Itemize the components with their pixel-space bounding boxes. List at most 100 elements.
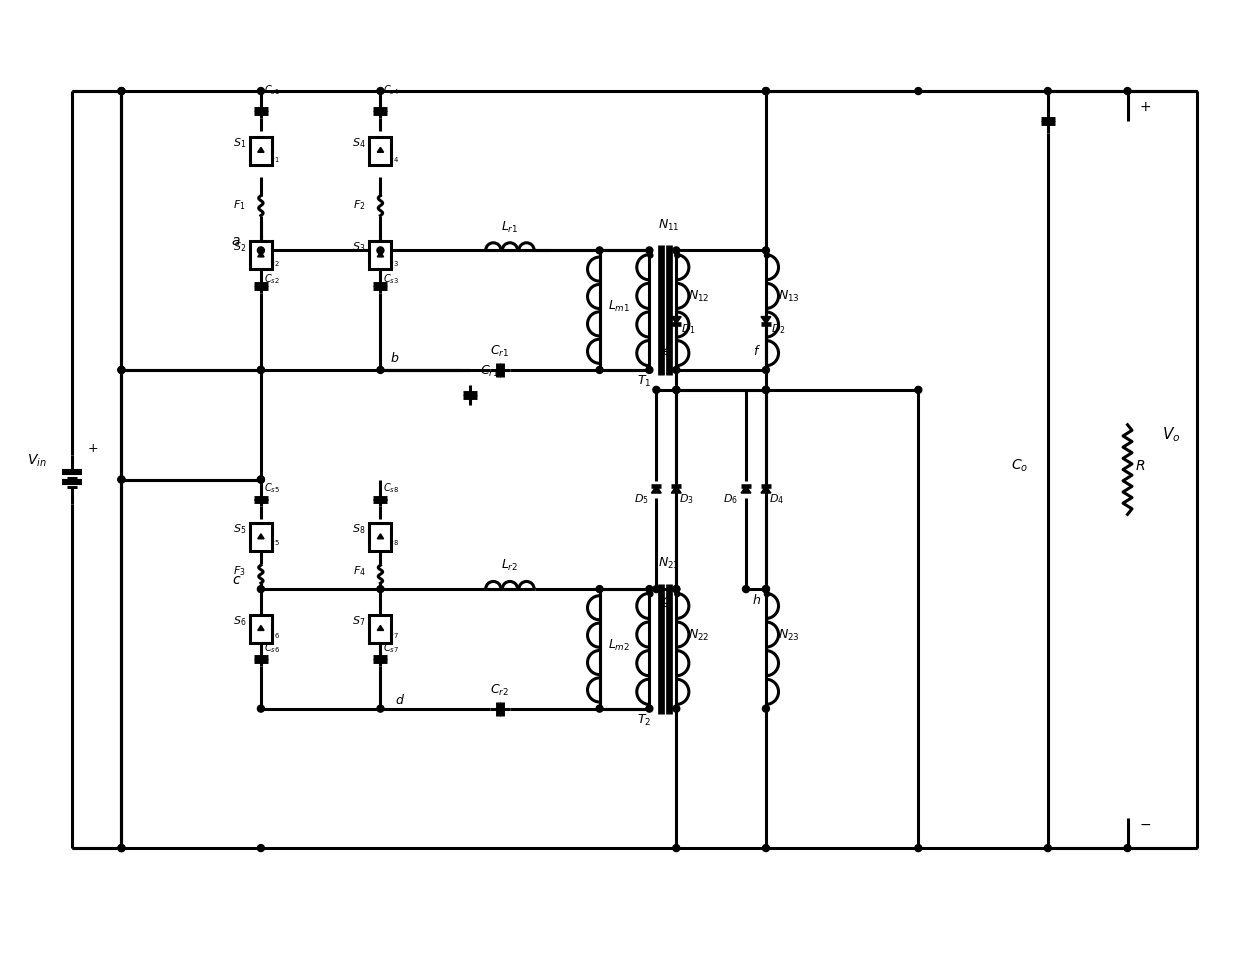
Text: $D_5$: $D_5$ <box>633 492 648 506</box>
Text: $S_5$: $S_5$ <box>233 522 247 536</box>
Text: $b$: $b$ <box>390 351 400 365</box>
Circle shape <box>673 247 680 254</box>
Bar <box>250 615 271 642</box>
Circle shape <box>675 253 680 258</box>
Circle shape <box>648 253 653 258</box>
Text: $C_{s2}$: $C_{s2}$ <box>264 272 280 286</box>
Circle shape <box>742 585 750 593</box>
Polygon shape <box>377 625 384 631</box>
Text: $N_{11}$: $N_{11}$ <box>658 217 680 233</box>
Circle shape <box>673 585 680 593</box>
Circle shape <box>762 247 769 254</box>
Text: $S_2$: $S_2$ <box>233 240 247 254</box>
Text: $F_3$: $F_3$ <box>233 564 247 578</box>
Text: $L_{m2}$: $L_{m2}$ <box>607 638 629 653</box>
Polygon shape <box>761 485 771 493</box>
Circle shape <box>377 585 384 593</box>
Text: $N_{21}$: $N_{21}$ <box>658 556 680 572</box>
Polygon shape <box>377 252 384 257</box>
Circle shape <box>673 705 680 712</box>
Text: $+$: $+$ <box>1140 100 1151 114</box>
Text: $L_{r1}$: $L_{r1}$ <box>502 220 519 234</box>
Bar <box>250 241 271 269</box>
Text: $C_{s8}$: $C_{s8}$ <box>383 482 400 495</box>
Circle shape <box>762 585 769 593</box>
Bar <box>369 615 392 642</box>
Circle shape <box>648 592 653 597</box>
Text: $D_6$: $D_6$ <box>724 492 738 506</box>
Polygon shape <box>258 147 264 152</box>
Text: $D_{s8}$: $D_{s8}$ <box>383 534 399 548</box>
Text: $C_{s3}$: $C_{s3}$ <box>383 272 399 286</box>
Polygon shape <box>761 317 771 324</box>
Text: $R$: $R$ <box>1135 458 1146 473</box>
Circle shape <box>258 585 264 593</box>
Circle shape <box>1044 845 1052 852</box>
Circle shape <box>646 705 653 712</box>
Circle shape <box>258 87 264 95</box>
Text: $S_4$: $S_4$ <box>352 136 366 149</box>
Circle shape <box>118 87 125 95</box>
Polygon shape <box>672 317 681 324</box>
Text: $S_3$: $S_3$ <box>352 240 366 254</box>
Text: $T_2$: $T_2$ <box>637 712 652 728</box>
Circle shape <box>118 87 125 95</box>
Text: $-$: $-$ <box>1140 817 1151 831</box>
Text: $V_{in}$: $V_{in}$ <box>27 453 47 469</box>
Text: $f$: $f$ <box>753 344 761 358</box>
Circle shape <box>118 366 125 373</box>
Polygon shape <box>741 485 751 493</box>
Bar <box>369 241 392 269</box>
Text: $F_1$: $F_1$ <box>233 199 247 212</box>
Circle shape <box>653 585 660 593</box>
Text: $S_1$: $S_1$ <box>233 136 247 149</box>
Circle shape <box>762 387 769 393</box>
Circle shape <box>762 387 769 393</box>
Circle shape <box>764 253 769 258</box>
Polygon shape <box>258 625 264 631</box>
Bar <box>369 523 392 551</box>
Circle shape <box>675 592 680 597</box>
Text: $C_{s4}$: $C_{s4}$ <box>383 83 400 97</box>
Circle shape <box>914 387 922 393</box>
Circle shape <box>258 366 264 373</box>
Text: $D_{s1}$: $D_{s1}$ <box>263 151 280 165</box>
Text: $L_{r2}$: $L_{r2}$ <box>502 558 518 574</box>
Polygon shape <box>258 534 264 539</box>
Circle shape <box>646 585 653 593</box>
Circle shape <box>377 366 384 373</box>
Circle shape <box>1124 87 1131 95</box>
Text: $D_2$: $D_2$ <box>771 322 786 336</box>
Text: $D_{s3}$: $D_{s3}$ <box>383 256 399 269</box>
Text: $C_{s6}$: $C_{s6}$ <box>264 641 280 655</box>
Circle shape <box>1124 845 1131 852</box>
Text: $D_3$: $D_3$ <box>679 492 694 506</box>
Circle shape <box>653 387 660 393</box>
Circle shape <box>762 87 769 95</box>
Bar <box>250 523 271 551</box>
Circle shape <box>118 845 125 852</box>
Circle shape <box>377 705 384 712</box>
Circle shape <box>673 387 680 393</box>
Circle shape <box>377 87 384 95</box>
Circle shape <box>762 585 769 593</box>
Circle shape <box>914 87 922 95</box>
Text: $D_1$: $D_1$ <box>681 322 696 336</box>
Circle shape <box>762 366 769 373</box>
Text: $D_{s6}$: $D_{s6}$ <box>263 627 280 641</box>
Text: $D_{s7}$: $D_{s7}$ <box>383 627 399 641</box>
Text: $C_{s7}$: $C_{s7}$ <box>383 641 399 655</box>
Circle shape <box>596 366 603 373</box>
Circle shape <box>118 476 125 483</box>
Text: $N_{13}$: $N_{13}$ <box>778 289 799 304</box>
Text: $N_{23}$: $N_{23}$ <box>778 628 799 643</box>
Text: $S_6$: $S_6$ <box>233 614 247 628</box>
Text: $e$: $e$ <box>662 345 672 358</box>
Circle shape <box>673 845 680 852</box>
Circle shape <box>377 247 384 254</box>
Text: $C_{s5}$: $C_{s5}$ <box>264 482 280 495</box>
Text: $T_1$: $T_1$ <box>637 374 652 389</box>
Circle shape <box>764 592 769 597</box>
Text: $S_8$: $S_8$ <box>352 522 366 536</box>
Circle shape <box>118 845 125 852</box>
